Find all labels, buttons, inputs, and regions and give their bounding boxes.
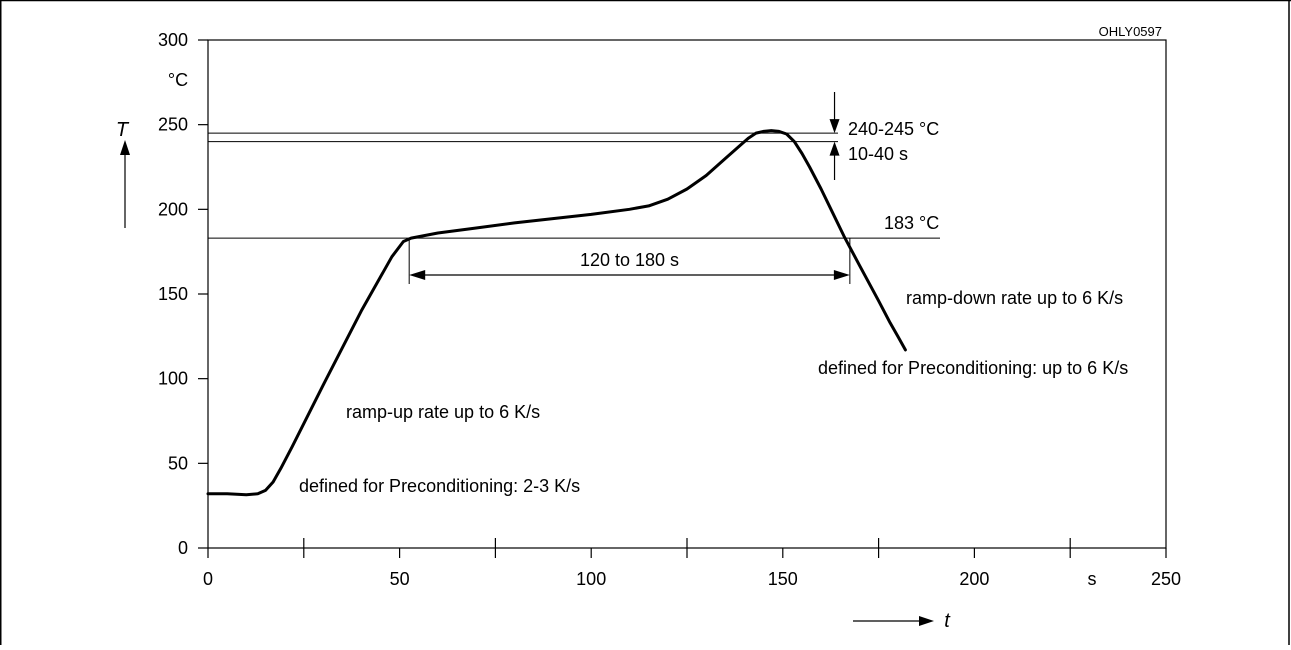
figure-id: OHLY0597	[1099, 24, 1162, 39]
reference-lines	[208, 132, 940, 284]
tal-label: 120 to 180 s	[580, 250, 679, 270]
y-tick-label: 250	[158, 115, 188, 135]
x-axis-label: t	[944, 610, 951, 632]
precond-up-label: defined for Preconditioning: 2-3 K/s	[299, 476, 580, 496]
axis-ticks: 0 50 100 150 200 250 300 0 50 100 150 200 250	[158, 30, 1181, 589]
x-tick-label: 200	[959, 569, 989, 589]
y-tick-label: 100	[158, 369, 188, 389]
series-layer	[206, 129, 907, 497]
y-tick-label: 300	[158, 30, 188, 50]
temperature-profile-line	[206, 129, 907, 497]
x-axis-unit: s	[1088, 569, 1097, 589]
x-tick-label: 150	[768, 569, 798, 589]
tal-arrow-head-left	[409, 270, 426, 280]
y-tick-label: 50	[168, 453, 188, 473]
y-tick-label: 0	[178, 538, 188, 558]
y-axis-arrow-head	[120, 140, 130, 155]
ramp-down-label: ramp-down rate up to 6 K/s	[906, 288, 1123, 308]
peak-temp-label: 240-245 °C	[848, 119, 939, 139]
x-tick-label: 100	[576, 569, 606, 589]
ramp-up-label: ramp-up rate up to 6 K/s	[346, 402, 540, 422]
y-axis-unit: °C	[168, 70, 188, 90]
x-tick-label: 50	[390, 569, 410, 589]
y-tick-label: 200	[158, 199, 188, 219]
peak-time-label: 10-40 s	[848, 144, 908, 164]
x-tick-label: 0	[203, 569, 213, 589]
y-axis-label: T	[116, 119, 130, 141]
peak-arrow-up-head	[829, 141, 840, 156]
annotation-layer: 120 to 180 s 240-245 °C 10-40 s 183 °C ramp-…	[299, 92, 1128, 496]
y-tick-label: 150	[158, 284, 188, 304]
x-axis-arrow-head	[919, 616, 934, 626]
liquidus-label: 183 °C	[884, 213, 939, 233]
precond-down-label: defined for Preconditioning: up to 6 K/s	[818, 358, 1128, 378]
tal-arrow-head-right	[833, 270, 850, 280]
peak-arrow-down-head	[829, 119, 840, 134]
x-tick-label: 250	[1151, 569, 1181, 589]
